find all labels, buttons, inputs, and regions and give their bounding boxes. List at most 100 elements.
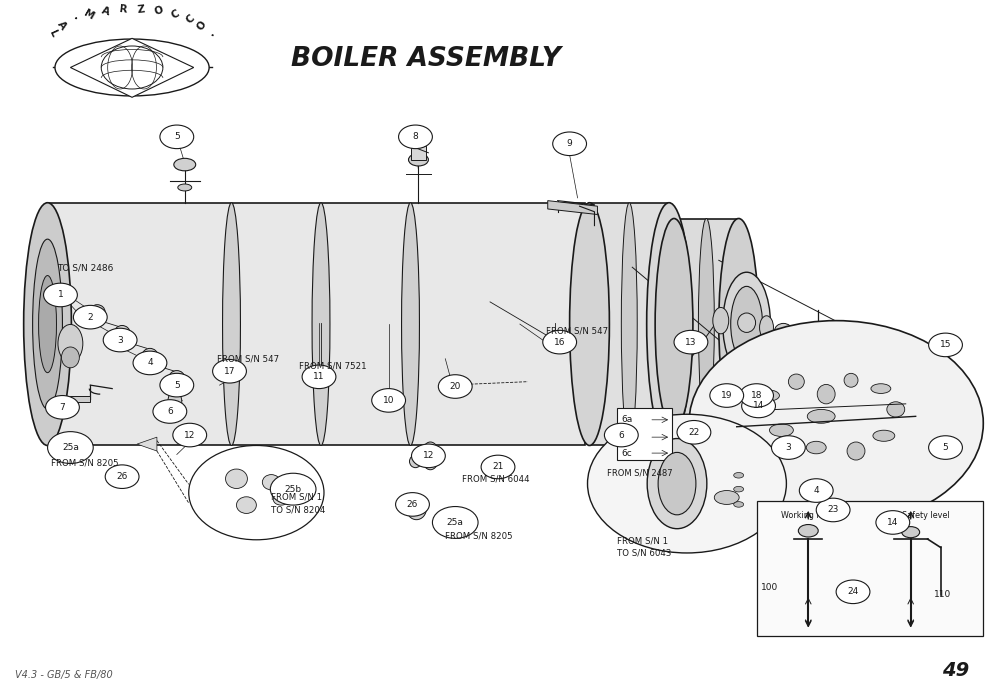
Circle shape (411, 444, 445, 468)
Ellipse shape (798, 524, 818, 537)
Text: 22: 22 (688, 428, 700, 437)
Ellipse shape (312, 203, 330, 445)
Circle shape (44, 284, 77, 307)
Ellipse shape (114, 326, 130, 341)
Text: L: L (47, 28, 59, 38)
Ellipse shape (713, 307, 729, 334)
Text: 6: 6 (167, 407, 173, 416)
Circle shape (742, 394, 775, 418)
Polygon shape (590, 203, 669, 445)
Text: M: M (82, 8, 96, 22)
Polygon shape (48, 203, 585, 445)
Text: Working level: Working level (781, 511, 836, 519)
Text: 18: 18 (751, 391, 762, 400)
Text: 6: 6 (618, 430, 624, 440)
Circle shape (103, 328, 137, 352)
Ellipse shape (714, 491, 739, 505)
Text: C: C (184, 13, 196, 26)
Text: FROM S/N 1: FROM S/N 1 (271, 493, 322, 502)
Text: 8: 8 (413, 132, 418, 141)
Ellipse shape (738, 313, 756, 332)
Ellipse shape (55, 39, 209, 96)
Circle shape (160, 125, 194, 148)
Ellipse shape (236, 497, 256, 513)
Ellipse shape (807, 410, 835, 424)
Ellipse shape (847, 442, 865, 460)
Polygon shape (548, 201, 597, 214)
Ellipse shape (788, 374, 804, 389)
Text: 26: 26 (116, 473, 128, 481)
Circle shape (543, 330, 577, 354)
Text: ·: · (69, 15, 79, 24)
Circle shape (588, 414, 786, 553)
Ellipse shape (24, 203, 71, 445)
Ellipse shape (61, 347, 79, 368)
Bar (757, 501, 983, 636)
Text: R: R (119, 4, 128, 15)
Ellipse shape (33, 239, 62, 409)
Text: C: C (169, 8, 181, 21)
Ellipse shape (169, 370, 185, 386)
Text: 6c: 6c (621, 449, 632, 458)
Text: FROM S/N 6044: FROM S/N 6044 (462, 475, 530, 483)
Ellipse shape (142, 349, 158, 363)
Circle shape (553, 132, 587, 155)
Text: 7: 7 (60, 402, 65, 412)
Ellipse shape (223, 203, 240, 445)
Text: FROM S/N 547: FROM S/N 547 (546, 326, 608, 335)
Ellipse shape (758, 390, 779, 401)
Ellipse shape (168, 389, 182, 416)
Ellipse shape (410, 455, 421, 468)
Text: 21: 21 (492, 463, 504, 472)
Text: 100: 100 (761, 583, 778, 592)
Text: 6a: 6a (621, 415, 633, 424)
Circle shape (173, 424, 207, 447)
Text: 3: 3 (117, 335, 123, 344)
Circle shape (799, 479, 833, 503)
Text: O: O (195, 20, 209, 32)
Bar (411, 146, 426, 160)
Text: 1: 1 (58, 290, 63, 300)
Text: 15: 15 (940, 340, 951, 349)
Circle shape (677, 421, 711, 444)
Ellipse shape (407, 498, 426, 519)
Bar (62, 395, 90, 402)
Circle shape (481, 455, 515, 479)
Ellipse shape (647, 438, 707, 528)
Text: FROM S/N 8205: FROM S/N 8205 (445, 532, 513, 541)
Text: 6b: 6b (621, 433, 633, 442)
Text: FROM S/N 1: FROM S/N 1 (617, 537, 668, 546)
Text: TO S/N 2486: TO S/N 2486 (57, 264, 114, 273)
Text: .: . (206, 29, 217, 37)
Ellipse shape (89, 304, 105, 320)
Circle shape (160, 373, 194, 397)
Circle shape (213, 360, 246, 383)
Text: 24: 24 (847, 587, 859, 596)
Text: 9: 9 (567, 139, 572, 148)
Text: 25b: 25b (285, 484, 302, 494)
Circle shape (816, 498, 850, 522)
Ellipse shape (58, 324, 83, 363)
Text: 20: 20 (450, 382, 461, 391)
Text: 19: 19 (721, 391, 732, 400)
Polygon shape (137, 437, 157, 451)
Polygon shape (70, 38, 194, 97)
Ellipse shape (402, 203, 419, 445)
Text: 49: 49 (942, 661, 969, 680)
Circle shape (740, 384, 773, 407)
Ellipse shape (647, 203, 691, 445)
Ellipse shape (570, 203, 609, 445)
Circle shape (929, 436, 962, 459)
Ellipse shape (844, 373, 858, 387)
Circle shape (105, 465, 139, 489)
Text: 14: 14 (887, 518, 898, 527)
Text: FROM S/N 547: FROM S/N 547 (217, 354, 279, 363)
Circle shape (302, 365, 336, 388)
Text: 26: 26 (407, 500, 418, 509)
Text: 12: 12 (423, 452, 434, 461)
Circle shape (710, 384, 744, 407)
Circle shape (189, 445, 324, 540)
Text: A: A (56, 20, 68, 32)
Text: 5: 5 (174, 132, 180, 141)
Ellipse shape (887, 402, 905, 417)
